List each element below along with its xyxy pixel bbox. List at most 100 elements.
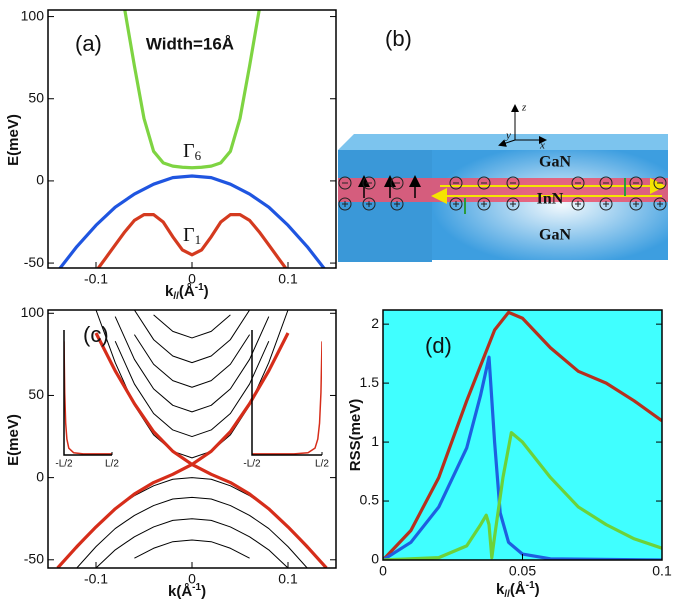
annotation: Γ6 (183, 140, 202, 163)
charge (629, 197, 643, 211)
y-tick-label: -50 (24, 254, 44, 270)
charge (449, 176, 463, 190)
y-tick-label: 0 (36, 172, 44, 188)
chart: -L/2 L/2 (55, 330, 119, 470)
inset-axes (63, 330, 112, 456)
chart: -L/2 L/2 (243, 330, 329, 470)
data-line (133, 334, 251, 388)
x-tick-label: 0 (188, 571, 196, 587)
charge (390, 197, 404, 211)
y-tick-label: 50 (28, 89, 44, 105)
x-tick-label: 0 (188, 271, 196, 287)
layer-label: InN (537, 191, 564, 208)
x-label-part: k (165, 283, 174, 300)
data-line (95, 310, 289, 459)
charge (477, 197, 491, 211)
data-line (123, 10, 261, 170)
y-tick-label: 0.5 (360, 492, 380, 508)
layer-label: GaN (539, 154, 571, 171)
chart: 0 0.05 0.1 0 0.5 1 1.5 2 (360, 309, 672, 579)
data-line (252, 341, 322, 455)
data-line (153, 314, 231, 339)
data-line (133, 310, 251, 364)
x-axis-label: k(Å-1) (168, 582, 206, 600)
diagram: (b) GaN InN GaN z y x (338, 26, 668, 262)
axis-name: z (521, 102, 527, 114)
charge (338, 176, 352, 190)
charge (629, 176, 643, 190)
data-line (58, 174, 326, 268)
data-line (94, 332, 328, 568)
x-axis-label: k//(Å-1) (496, 580, 540, 600)
x-tick-label: 0.1 (652, 563, 672, 579)
x-tick-label: L/2 (315, 459, 329, 470)
data-line (64, 341, 112, 455)
y-axis-label: E(meV) (5, 414, 22, 466)
x-tick-label: 0.05 (509, 563, 536, 579)
chart: -0.1 0 0.1 -50 0 50 100 (21, 7, 337, 287)
chart: -0.1 0 0.1 -50 0 50 100 (21, 304, 337, 587)
data-line (383, 310, 662, 560)
charge (338, 197, 352, 211)
y-tick-label: 1 (371, 433, 379, 449)
panel-label: (a) (75, 31, 102, 56)
x-tick-label: -L/2 (55, 459, 73, 470)
well-layer (338, 178, 668, 202)
charges (338, 176, 667, 211)
data-line (76, 496, 308, 568)
annotation-sub: 1 (195, 232, 202, 247)
plot-lines (383, 310, 662, 560)
panel-label: (d) (425, 333, 452, 358)
charge (571, 197, 585, 211)
y-tick-label: 2 (371, 315, 379, 331)
x-label-part: -1 (192, 582, 201, 593)
data-line (96, 212, 288, 268)
plot-lines (56, 310, 328, 568)
panel-label: (c) (83, 322, 109, 347)
plot-frame (47, 309, 337, 569)
x-label-part: ) (204, 283, 209, 300)
plot-frame (47, 9, 337, 269)
x-axis-label: k//(Å-1) (165, 282, 209, 302)
data-line (95, 518, 289, 568)
block-front (338, 150, 432, 262)
charge (571, 176, 585, 190)
y-tick-label: 1.5 (360, 374, 380, 390)
plot-lines (252, 341, 322, 455)
coordinate-axes (498, 104, 547, 147)
block-top (338, 134, 668, 150)
x-tick-label: 0.1 (278, 571, 298, 587)
annotation-text: Γ (183, 224, 195, 246)
y-tick-label: -50 (24, 550, 44, 566)
y-tick-label: 100 (21, 304, 45, 320)
x-label-part: ) (201, 583, 206, 600)
charge (653, 197, 667, 211)
charge (477, 176, 491, 190)
y-axis-label: E(meV) (5, 114, 22, 166)
plot-lines (58, 10, 326, 268)
axis-name: x (539, 140, 545, 152)
annotation-text: Γ (183, 140, 195, 162)
charge (390, 176, 404, 190)
data-line (114, 316, 270, 413)
charge (599, 176, 613, 190)
x-tick-label: -L/2 (243, 459, 261, 470)
layer-label: GaN (539, 227, 571, 244)
data-line (383, 431, 662, 560)
x-label-part: -1 (195, 282, 204, 293)
x-tick-label: 0 (379, 563, 387, 579)
data-line (56, 332, 290, 568)
x-label-part: k (496, 581, 505, 598)
data-line (114, 341, 270, 438)
y-tick-label: 50 (28, 386, 44, 402)
spin-markers (464, 178, 626, 214)
x-tick-label: -0.1 (84, 271, 108, 287)
block-side (432, 150, 668, 260)
y-axis-label: RSS(meV) (347, 399, 364, 472)
x-tick-label: -0.1 (84, 571, 108, 587)
x-label-part: // (504, 589, 510, 600)
field-arrows (358, 175, 421, 198)
